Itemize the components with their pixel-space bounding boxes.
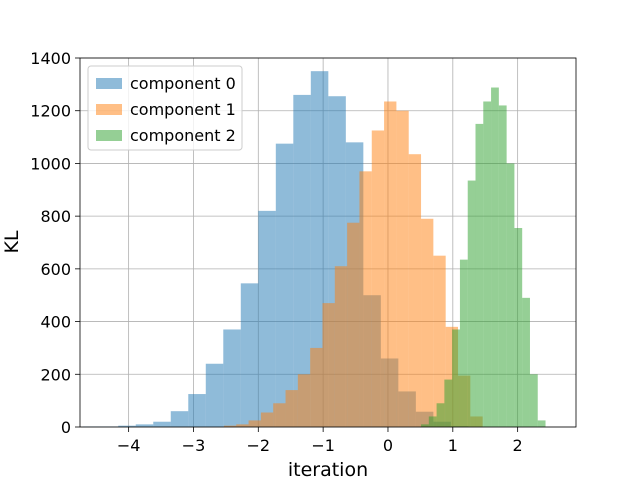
x-tick-label-4: 0 — [383, 436, 393, 455]
y-tick-label-6: 1200 — [30, 102, 71, 121]
series-1-bar-5 — [285, 390, 298, 427]
x-tick-label-5: 1 — [448, 436, 458, 455]
x-tick-label-1: −3 — [182, 436, 206, 455]
series-1-bar-17 — [433, 255, 446, 427]
series-0-bar-9 — [240, 283, 259, 427]
x-axis-label: iteration — [288, 459, 368, 480]
legend-swatch-0 — [96, 78, 122, 89]
series-0-bar-4 — [153, 421, 171, 427]
histogram-bars — [83, 71, 546, 428]
series-2-bar-2 — [436, 403, 445, 427]
legend-label-2: component 2 — [130, 126, 236, 145]
series-2-bar-13 — [522, 297, 530, 427]
series-2-bar-5 — [459, 259, 468, 427]
series-1-bar-2 — [248, 420, 261, 427]
plot-frame — [79, 57, 577, 428]
series-1-bar-1 — [236, 424, 249, 427]
legend-box — [87, 65, 243, 151]
x-tick-label-3: −1 — [311, 436, 335, 455]
series-2-bar-9 — [491, 87, 499, 428]
y-tick-label-1: 200 — [40, 365, 71, 384]
x-tick-label-2: −2 — [247, 436, 271, 455]
x-axis-ticks: −4 −3 −2 −1 0 1 2 — [117, 427, 523, 455]
series-1-bar-8 — [322, 303, 335, 427]
series-0-bar-8 — [223, 329, 241, 427]
y-tick-label-3: 600 — [40, 260, 71, 279]
series-1-bar-9 — [334, 266, 348, 427]
x-tick-label-6: 2 — [513, 436, 523, 455]
series-2-bar-12 — [514, 228, 523, 427]
y-tick-label-2: 400 — [40, 313, 71, 332]
y-tick-label-7: 1400 — [30, 49, 71, 68]
series-2-bar-0 — [421, 424, 429, 427]
series-2-bar-10 — [498, 105, 507, 427]
series-2-bar-14 — [529, 374, 538, 427]
series-2-bars — [421, 87, 546, 428]
series-2-bar-11 — [506, 163, 515, 427]
series-1-bar-10 — [347, 222, 360, 427]
y-tick-label-0: 0 — [61, 418, 71, 437]
legend-label-0: component 0 — [130, 74, 236, 93]
series-2-bar-6 — [467, 180, 476, 427]
series-0-bar-12 — [293, 94, 311, 428]
series-1-bar-13 — [384, 101, 397, 427]
series-1-bar-4 — [273, 403, 286, 427]
y-tick-label-5: 1000 — [30, 154, 71, 173]
series-2-bar-4 — [452, 329, 460, 427]
series-0-bar-6 — [188, 394, 206, 427]
series-2-bar-7 — [475, 123, 484, 428]
series-1-bar-3 — [260, 412, 274, 427]
legend-swatch-2 — [96, 130, 122, 141]
series-1-bar-7 — [310, 347, 323, 427]
y-axis-ticks: 0 200 400 600 800 1000 1200 1400 — [30, 49, 80, 437]
series-1-bar-14 — [396, 110, 409, 427]
series-0-bar-2 — [118, 425, 136, 427]
series-1-bar-16 — [421, 218, 434, 427]
x-tick-label-0: −4 — [117, 436, 141, 455]
y-tick-label-4: 800 — [40, 207, 71, 226]
series-0-bar-11 — [275, 143, 294, 428]
y-axis-label: KL — [1, 230, 23, 253]
series-0-bar-7 — [205, 363, 224, 427]
legend-label-1: component 1 — [130, 100, 236, 119]
series-0-bar-5 — [170, 411, 189, 427]
legend: component 0 component 1 component 2 — [87, 65, 243, 151]
series-0-bar-3 — [135, 424, 154, 427]
series-1-bar-6 — [297, 374, 311, 427]
series-2-bar-3 — [444, 379, 453, 427]
series-1-bar-15 — [408, 154, 422, 428]
series-1-bar-0 — [223, 425, 237, 427]
series-2-bar-1 — [428, 416, 437, 427]
series-2-bar-8 — [483, 101, 492, 427]
series-1-bar-12 — [371, 130, 385, 427]
legend-swatch-1 — [96, 104, 122, 115]
series-0-bar-10 — [258, 210, 276, 427]
series-2-bar-15 — [537, 420, 546, 427]
series-1-bar-11 — [359, 171, 372, 427]
